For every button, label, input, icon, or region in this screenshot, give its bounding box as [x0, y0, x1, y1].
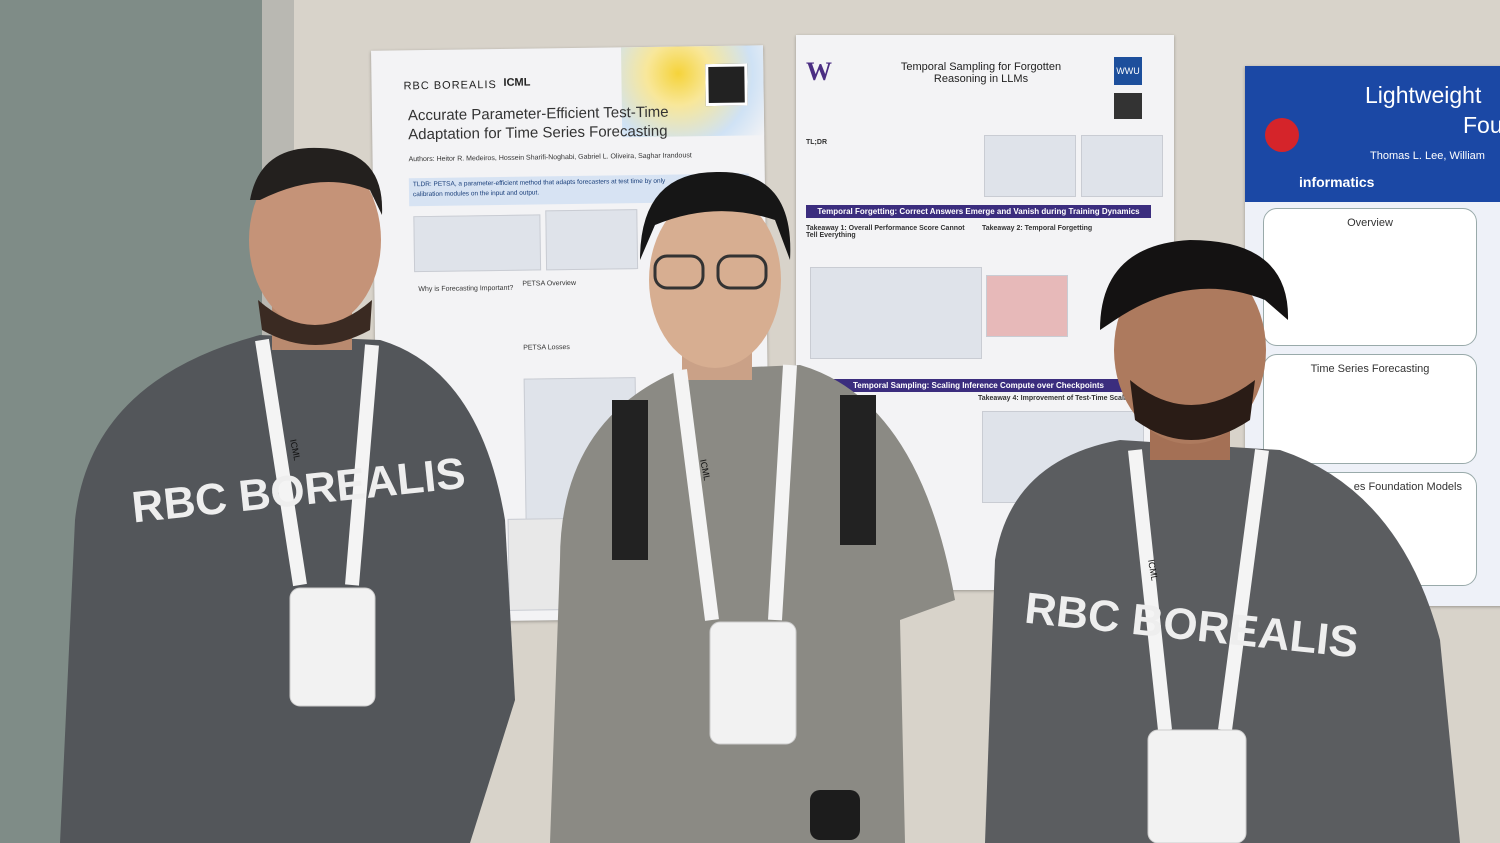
huawei-logo — [1265, 118, 1299, 152]
figure — [810, 267, 982, 359]
logo: informatics — [1299, 174, 1375, 190]
panel: Time Series Forecasting — [1263, 354, 1477, 464]
poster-title: Foun — [1463, 112, 1500, 138]
tldr: TL;DR — [806, 139, 827, 146]
lanyard — [1128, 449, 1269, 731]
poster-header: Lightweight Foun Thomas L. Lee, William … — [1245, 66, 1500, 202]
lanyard-text: ICML — [698, 458, 712, 481]
lanyard — [673, 364, 797, 621]
poster-title: Temporal Sampling for Forgotten Reasonin… — [900, 61, 1062, 85]
poster-title: Lightweight — [1365, 82, 1482, 108]
badge — [709, 621, 797, 745]
section-band: Temporal Sampling: Scaling Inference Com… — [806, 379, 1151, 392]
person-right-shirt — [985, 440, 1460, 843]
figure — [1081, 135, 1163, 197]
panel: Overview — [1263, 208, 1477, 346]
qr-code — [1114, 93, 1142, 119]
logo: W — [806, 57, 832, 86]
heatmap — [986, 275, 1068, 337]
glasses — [653, 254, 705, 290]
backpack-strap — [612, 400, 648, 560]
hair — [640, 171, 791, 260]
hair — [1100, 240, 1289, 330]
section-heading: Takeaway 1: Overall Performance Score Ca… — [806, 225, 965, 239]
hair — [250, 147, 383, 215]
panel-heading: es Foundation Models — [1353, 481, 1462, 493]
section-band: Temporal Forgetting: Correct Answers Eme… — [806, 205, 1151, 218]
person-left-shirt — [60, 335, 515, 843]
beard — [1130, 380, 1255, 440]
lanyard-text: ICML — [1146, 559, 1160, 582]
lanyard — [255, 338, 379, 587]
badge — [1147, 729, 1247, 843]
person-middle-shirt — [550, 365, 955, 843]
glasses — [716, 254, 768, 290]
badge — [289, 587, 376, 707]
section-heading: Takeaway 4: Improvement of Test-Time Sca… — [978, 395, 1135, 402]
poster-foundation-models: Lightweight Foun Thomas L. Lee, William … — [1245, 66, 1500, 606]
figure — [984, 135, 1076, 197]
panel-heading: Time Series Forecasting — [1310, 363, 1430, 375]
beard — [258, 300, 372, 345]
lanyard-text: ICML — [288, 438, 302, 461]
face — [649, 192, 781, 368]
face — [249, 152, 381, 328]
logo: WWU — [1114, 57, 1142, 85]
section-heading: Takeaway 2: Temporal Forgetting — [982, 225, 1093, 232]
authors: Thomas L. Lee, William — [1370, 150, 1485, 162]
watch — [810, 790, 860, 840]
panel-heading: Overview — [1347, 217, 1393, 229]
backpack-strap — [840, 395, 876, 545]
